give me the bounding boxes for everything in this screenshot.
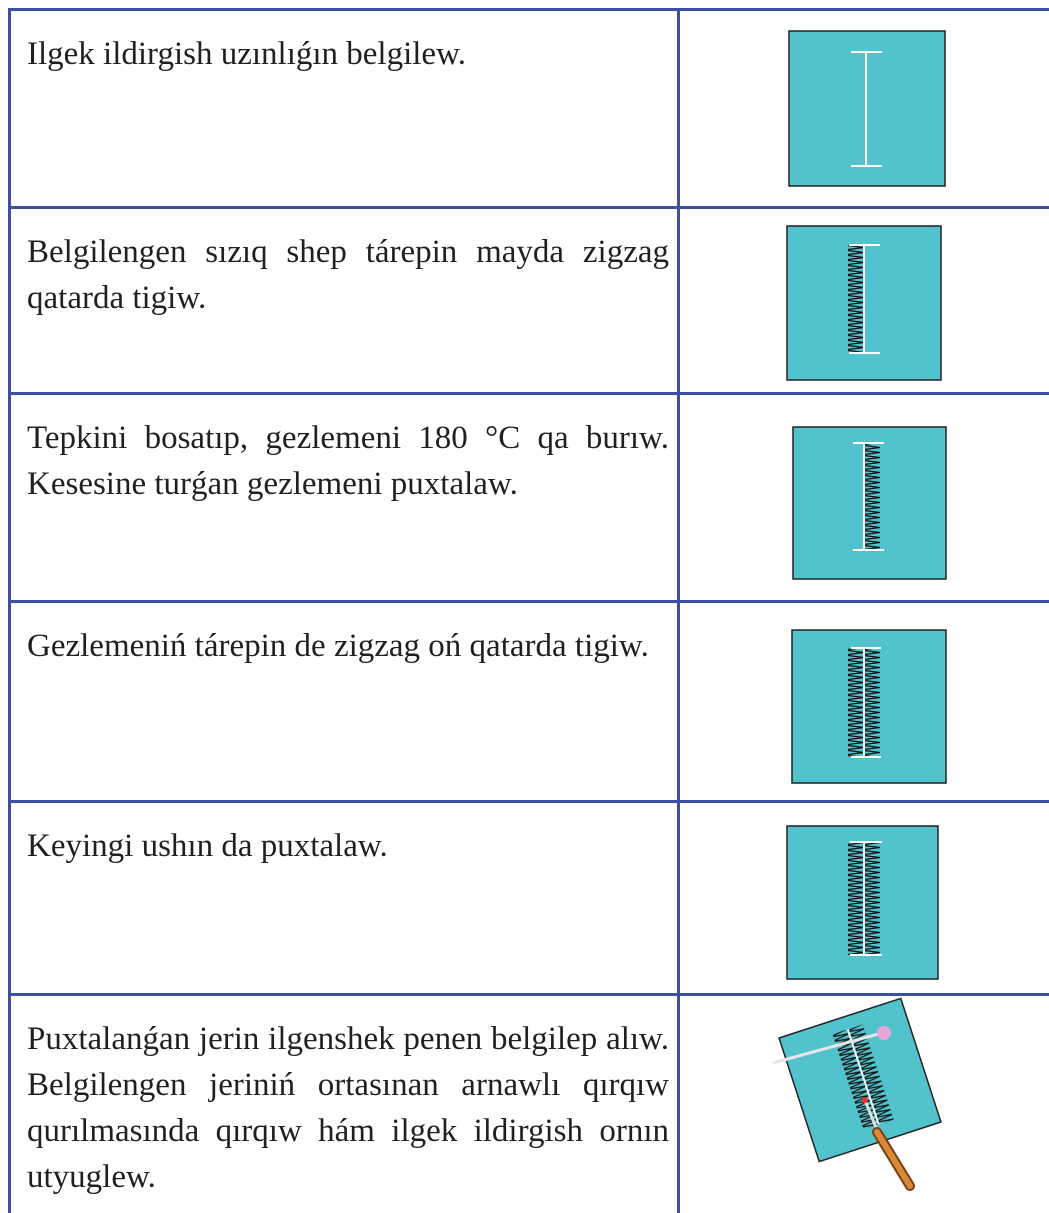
table-row: Gezlemeniń tárepin de zigzag oń qatarda … [8,600,1049,800]
table-row: Ilgek ildirgish uzınlıǵın belgilew. [8,8,1049,206]
table-row: Tepkini bosatıp, gezlemeni 180 °C qa bur… [8,392,1049,600]
illustration [772,997,942,1191]
illustration [786,225,942,381]
step-text: Gezlemeniń tárepin de zigzag oń qatarda … [27,628,649,664]
step-text: Puxtalanǵan jerin ilgenshek penen belgil… [27,1021,669,1195]
table-row: Puxtalanǵan jerin ilgenshek penen belgil… [8,993,1049,1213]
illustration [791,629,947,784]
step-text: Belgilengen sızıq shep tárepin mayda zig… [27,234,669,316]
table-row: Keyingi ushın da puxtalaw. [8,800,1049,993]
step-text: Tepkini bosatıp, gezlemeni 180 °C qa bur… [27,420,669,502]
step-text: Ilgek ildirgish uzınlıǵın belgilew. [27,36,467,72]
illustration [788,30,946,187]
illustration [786,825,939,980]
step-text: Keyingi ushın da puxtalaw. [27,828,388,864]
illustration [792,426,947,580]
table-row: Belgilengen sızıq shep tárepin mayda zig… [8,206,1049,392]
